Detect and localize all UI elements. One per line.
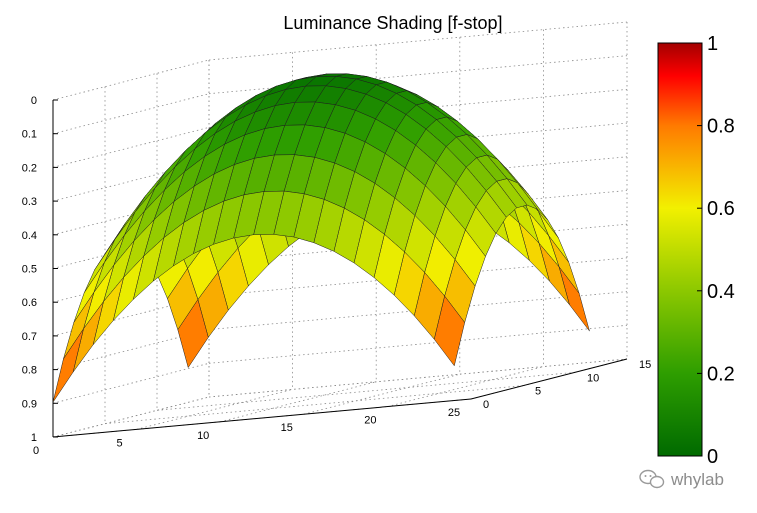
z-tick-label: 0.5: [22, 264, 37, 276]
gridline: [52, 362, 210, 404]
colorbar-tick-label: 0: [707, 446, 718, 468]
y-tick-label: 5: [535, 386, 541, 398]
watermark-text: whylab: [670, 470, 724, 489]
x-tick-label: 10: [197, 430, 209, 442]
y-tick-label: 0: [483, 399, 489, 411]
gridline: [156, 371, 576, 411]
y-axis-line: [470, 358, 628, 400]
z-tick-label: 0.6: [22, 297, 37, 309]
y-tick-label: 15: [639, 359, 651, 371]
z-tick-label: 0.7: [22, 331, 37, 343]
colorbar-tick-label: 0.6: [707, 198, 735, 220]
x-tick-label: 0: [33, 445, 39, 457]
x-tick-label: 15: [281, 422, 293, 434]
z-tick-label: 0.8: [22, 365, 37, 377]
colorbar-tick-label: 1: [707, 33, 718, 55]
gridline: [208, 324, 628, 364]
axis-ticks: 00.10.20.30.40.50.60.70.80.9105101520250…: [22, 95, 652, 457]
z-tick-label: 0.3: [22, 196, 37, 208]
z-tick-label: 0.1: [22, 129, 37, 141]
colorbar: 0 0.2 0.4 0.6 0.8 1: [657, 33, 735, 468]
chat-bubble-icon: [639, 469, 665, 489]
z-tick-label: 0.9: [22, 398, 37, 410]
gridline: [52, 59, 210, 101]
gridline: [52, 93, 210, 135]
x-tick-label: 25: [448, 407, 460, 419]
z-tick-label: 0: [31, 95, 37, 107]
x-axis-line: [52, 398, 472, 438]
chart-title: Luminance Shading [f-stop]: [283, 13, 502, 33]
colorbar-tick-label: 0.2: [707, 363, 735, 385]
colorbar-gradient: [657, 42, 703, 457]
z-tick-label: 0.2: [22, 162, 37, 174]
gridline: [104, 385, 524, 425]
watermark: whylab: [639, 469, 724, 489]
x-tick-label: 20: [364, 415, 376, 427]
colorbar-tick-label: 0.8: [707, 116, 735, 138]
surface-facet: [558, 266, 590, 332]
z-tick-label: 0.4: [22, 230, 37, 242]
colorbar-tick-label: 0.4: [707, 281, 735, 303]
gridline: [208, 358, 628, 398]
surface-mesh: [52, 73, 590, 403]
x-tick-label: 5: [117, 437, 123, 449]
z-tick-label: 1: [31, 432, 37, 444]
y-tick-label: 10: [587, 372, 599, 384]
surface-facet: [52, 328, 84, 403]
